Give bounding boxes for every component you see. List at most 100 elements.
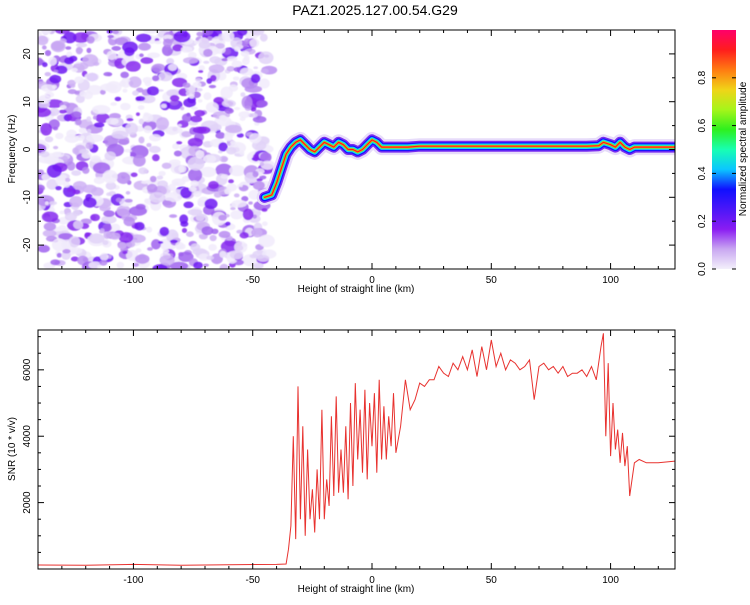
spectrogram-y-tick-label: -10 (22, 190, 33, 205)
spectrogram-noise-blob (244, 38, 251, 44)
spectrogram-noise-blob (102, 169, 118, 184)
spectrogram-noise-blob (58, 109, 67, 114)
spectrogram-noise-blob (196, 31, 204, 37)
spectrogram-noise-blob (259, 152, 272, 163)
spectrogram-noise-blob (99, 259, 108, 266)
spectrogram-noise-blob (218, 230, 231, 239)
spectrogram-noise-blob (231, 60, 243, 68)
spectrogram-noise-blob (85, 142, 94, 150)
spectrogram-noise-blob (187, 96, 196, 104)
spectrogram-noise-blob (198, 69, 204, 73)
spectrogram-noise-blob (132, 262, 139, 267)
spectrogram-noise-blob (51, 238, 67, 252)
spectrogram-noise-blob (259, 161, 265, 167)
spectrogram-noise-blob (132, 154, 146, 167)
spectrogram-noise-blob (218, 142, 228, 152)
spectrogram-noise-blob (85, 134, 104, 143)
snr-y-axis-label: SNR (10 * v/v) (7, 417, 18, 481)
spectrogram-noise-blob (181, 228, 188, 234)
spectrogram-noise-blob (187, 137, 203, 148)
spectrogram-noise-blob (69, 196, 83, 208)
snr-x-axis-label: Height of straight line (km) (298, 584, 415, 595)
spectrogram-noise-blob (169, 239, 178, 244)
spectrogram-noise-blob (38, 35, 49, 46)
spectrogram-noise-field (38, 30, 278, 269)
spectrogram-noise-blob (190, 243, 201, 252)
spectrogram-noise-blob (190, 115, 203, 123)
spectrogram-noise-blob (93, 176, 105, 185)
spectrogram-noise-blob (258, 51, 274, 65)
spectrogram-x-tick-label: 100 (602, 275, 619, 286)
snr-panel: -100 -50 0 50 100 2000 4000 6000 Height of str… (7, 329, 676, 595)
spectrogram-noise-blob (233, 193, 240, 198)
spectrogram-noise-blob (218, 114, 227, 121)
snr-y-tick-label: 4000 (22, 425, 33, 448)
spectrogram-noise-blob (105, 181, 117, 190)
spectrogram-noise-blob (176, 141, 183, 145)
spectrogram-noise-blob (86, 47, 92, 54)
spectrogram-noise-blob (73, 220, 84, 230)
spectrogram-x-ticks: -100 -50 0 50 100 (37, 30, 659, 286)
spectrogram-noise-blob (259, 175, 267, 180)
spectrogram-noise-blob (170, 163, 185, 174)
spectrogram-noise-blob (100, 89, 106, 95)
spectrogram-noise-blob (128, 206, 148, 216)
spectrogram-noise-blob (103, 72, 113, 77)
spectrogram-noise-blob (258, 234, 275, 248)
spectrogram-noise-blob (44, 71, 52, 77)
spectrogram-noise-blob (151, 65, 163, 73)
colorbar-tick-label: 0.0 (697, 262, 708, 276)
spectrogram-noise-blob (180, 187, 192, 199)
spectrogram-noise-blob (78, 127, 87, 134)
spectrogram-noise-blob (215, 163, 233, 177)
spectrogram-noise-blob (206, 36, 214, 41)
spectrogram-noise-blob (135, 112, 140, 117)
spectrogram-noise-blob (38, 31, 43, 37)
spectrogram-noise-blob (156, 175, 164, 180)
spectrogram-noise-blob (71, 111, 82, 118)
spectrogram-noise-blob (236, 133, 244, 138)
spectrogram-noise-blob (116, 172, 131, 185)
spectrogram-noise-blob (103, 210, 115, 218)
spectrogram-noise-blob (209, 56, 221, 64)
spectrogram-noise-blob (234, 106, 241, 111)
spectrogram-noise-blob (48, 56, 57, 66)
spectrogram-noise-blob (162, 34, 173, 40)
spectrogram-noise-blob (64, 134, 80, 143)
spectrogram-noise-blob (140, 57, 154, 64)
spectrogram-noise-blob (259, 33, 268, 42)
spectrogram-noise-blob (143, 30, 158, 34)
spectrogram-x-tick-label: 0 (369, 275, 375, 286)
spectrogram-noise-blob (66, 161, 76, 171)
spectrogram-noise-blob (59, 210, 65, 215)
spectrogram-noise-blob (249, 38, 260, 48)
spectrogram-noise-blob (75, 42, 88, 48)
spectrogram-noise-blob (221, 156, 228, 162)
spectrogram-noise-blob (240, 92, 246, 97)
spectrogram-noise-blob (73, 32, 90, 44)
spectrogram-noise-blob (252, 214, 257, 219)
spectrogram-noise-blob (67, 89, 77, 95)
spectrogram-noise-blob (198, 65, 206, 71)
spectrogram-noise-blob (253, 66, 258, 70)
spectrogram-x-axis-label: Height of straight line (km) (298, 284, 415, 295)
spectrogram-noise-blob (152, 264, 168, 269)
spectrogram-noise-blob (146, 143, 152, 148)
spectrogram-noise-blob (40, 30, 52, 35)
spectrogram-noise-blob (236, 229, 243, 234)
spectrogram-noise-blob (138, 42, 151, 51)
spectrogram-noise-blob (169, 99, 179, 106)
spectrogram-noise-blob (172, 143, 180, 150)
spectrogram-noise-blob (75, 118, 82, 126)
spectrogram-noise-blob (230, 37, 243, 49)
spectrogram-noise-blob (208, 84, 217, 89)
spectrogram-noise-blob (38, 244, 50, 253)
spectrogram-noise-blob (166, 89, 180, 97)
spectrogram-noise-blob (144, 80, 152, 87)
spectrogram-noise-blob (53, 151, 65, 158)
spectrogram-noise-blob (253, 262, 264, 269)
spectrogram-noise-blob (171, 178, 186, 187)
snr-x-tick-label: -100 (123, 575, 143, 586)
spectrogram-noise-blob (149, 134, 162, 142)
